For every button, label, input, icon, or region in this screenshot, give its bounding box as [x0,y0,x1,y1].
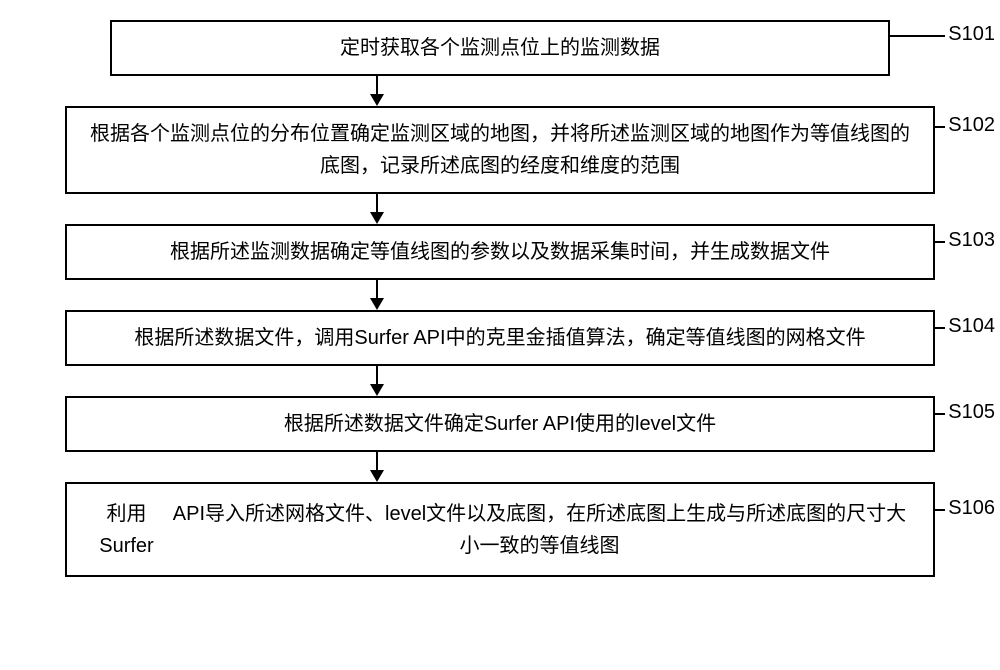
arrow-2 [370,194,384,224]
connector-line [935,327,945,329]
step-label-S106: S106 [948,497,995,520]
arrow-head-icon [370,94,384,106]
step-row-5: 根据所述数据文件确定Surfer API使用的level文件S105 [50,396,950,452]
arrow-line [376,452,378,470]
arrow-head-icon [370,384,384,396]
step-box-S105: 根据所述数据文件确定Surfer API使用的level文件 [65,396,935,452]
step-row-1: 定时获取各个监测点位上的监测数据S101 [50,20,950,76]
arrow-1 [370,76,384,106]
arrow-line [376,366,378,384]
step-box-S104: 根据所述数据文件，调用Surfer API中的克里金插值算法，确定等值线图的网格… [65,310,935,366]
step-label-S103: S103 [948,229,995,252]
arrow-5 [370,452,384,482]
connector-line [890,35,945,37]
step-label-S105: S105 [948,401,995,424]
arrow-head-icon [370,298,384,310]
arrow-3 [370,280,384,310]
flowchart-container: 定时获取各个监测点位上的监测数据S101 根据各个监测点位的分布位置确定监测区域的… [50,20,950,577]
step-box-S103: 根据所述监测数据确定等值线图的参数以及数据采集时间，并生成数据文件 [65,224,935,280]
step-label-S102: S102 [948,114,995,137]
connector-line [935,126,945,128]
arrow-line [376,194,378,212]
arrow-line [376,280,378,298]
arrow-head-icon [370,470,384,482]
connector-line [935,241,945,243]
step-box-S106: 利用SurferAPI导入所述网格文件、level文件以及底图，在所述底图上生成… [65,482,935,577]
arrow-4 [370,366,384,396]
connector-line [935,509,945,511]
arrow-line [376,76,378,94]
step-row-6: 利用SurferAPI导入所述网格文件、level文件以及底图，在所述底图上生成… [50,482,950,577]
step-label-S104: S104 [948,315,995,338]
connector-line [935,413,945,415]
step-row-4: 根据所述数据文件，调用Surfer API中的克里金插值算法，确定等值线图的网格… [50,310,950,366]
step-row-2: 根据各个监测点位的分布位置确定监测区域的地图，并将所述监测区域的地图作为等值线图… [50,106,950,194]
step-box-S101: 定时获取各个监测点位上的监测数据 [110,20,890,76]
step-row-3: 根据所述监测数据确定等值线图的参数以及数据采集时间，并生成数据文件S103 [50,224,950,280]
step-box-S102: 根据各个监测点位的分布位置确定监测区域的地图，并将所述监测区域的地图作为等值线图… [65,106,935,194]
arrow-head-icon [370,212,384,224]
step-label-S101: S101 [948,23,995,46]
